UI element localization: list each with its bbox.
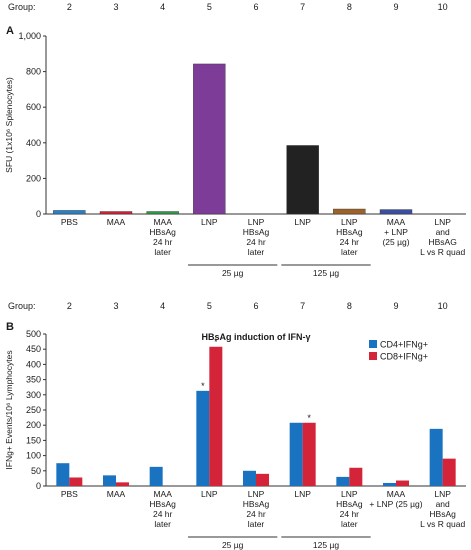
panel-b-y-tick-label: 250 bbox=[26, 405, 41, 415]
panel-a-category-label: PBS bbox=[61, 217, 78, 227]
panel-a-bar bbox=[286, 145, 319, 215]
panel-b-category-label: MAA bbox=[107, 489, 126, 499]
panel-b-title: HBsAg induction of IFN-γ bbox=[202, 332, 311, 342]
panel-b-category-label: LNP bbox=[294, 489, 311, 499]
panel-b-dose-label: 125 µg bbox=[313, 540, 339, 550]
panel-a-group-number: 9 bbox=[393, 2, 398, 12]
panel-b-y-tick-label: 50 bbox=[31, 466, 41, 476]
panel-a-y-tick-label: 800 bbox=[26, 67, 41, 77]
panel-b-group-number: 5 bbox=[207, 301, 212, 311]
panel-b-y-tick-label: 200 bbox=[26, 420, 41, 430]
panel-b-legend-label: CD4+IFNg+ bbox=[380, 340, 428, 350]
panel-a-letter: A bbox=[6, 25, 14, 37]
panel-b-bar-cd4-ifng- bbox=[103, 475, 116, 486]
panel-b-bar-cd4-ifng- bbox=[336, 476, 350, 486]
panel-a-bar bbox=[333, 208, 366, 215]
panel-a-y-tick-label: 400 bbox=[26, 138, 41, 148]
panel-a-group-number: 4 bbox=[160, 2, 165, 12]
panel-a-bar bbox=[193, 63, 226, 215]
panel-b-letter: B bbox=[6, 321, 14, 333]
panel-b-group-number: 9 bbox=[393, 301, 398, 311]
panel-a-y-tick-label: 0 bbox=[36, 209, 41, 219]
panel-b-category-label: LNP HBsAg 24 hr later bbox=[336, 489, 363, 529]
panel-b-bar-cd8-ifng- bbox=[116, 482, 129, 486]
panel-b-y-tick-label: 350 bbox=[26, 375, 41, 385]
panel-b-legend-swatch bbox=[369, 340, 377, 348]
panel-b-group-number: 2 bbox=[67, 301, 72, 311]
panel-b-bar-cd8-ifng- bbox=[349, 467, 363, 486]
panel-b-bar-cd8-ifng- bbox=[442, 458, 456, 486]
panel-a-category-label: LNP and HBsAG L vs R quad bbox=[420, 217, 465, 257]
panel-a-group-number: 10 bbox=[438, 2, 448, 12]
panel-b-category-label: MAA + LNP (25 µg) bbox=[369, 489, 422, 509]
panel-b-y-tick-label: 100 bbox=[26, 451, 41, 461]
panel-a-category-label: LNP bbox=[294, 217, 311, 227]
panel-b-bar-cd4-ifng- bbox=[429, 428, 443, 486]
panel-b-bar-cd4-ifng- bbox=[243, 470, 256, 486]
panel-b-category-label: LNP and HBsAg L vs R quad bbox=[420, 489, 465, 529]
panel-a-group-label: Group: bbox=[8, 2, 36, 12]
panel-b-group-number: 4 bbox=[160, 301, 165, 311]
panel-b-bar-cd8-ifng- bbox=[302, 422, 316, 486]
panel-b-bar-cd4-ifng- bbox=[149, 466, 163, 486]
panel-a-y-tick-label: 600 bbox=[26, 102, 41, 112]
panel-b-group-number: 10 bbox=[438, 301, 448, 311]
panel-b-bar-cd4-ifng- bbox=[289, 422, 303, 486]
panel-b-category-label: MAA HBsAg 24 hr later bbox=[149, 489, 176, 529]
panel-b-category-label: LNP bbox=[201, 489, 218, 499]
panel-b-dose-label: 25 µg bbox=[222, 540, 244, 550]
panel-b-bar-cd4-ifng- bbox=[56, 463, 70, 486]
panel-a-category-label: MAA + LNP (25 µg) bbox=[382, 217, 409, 247]
panel-a-bar bbox=[53, 210, 86, 215]
panel-b-category-label: LNP HBsAg 24 hr later bbox=[243, 489, 270, 529]
panel-a-bar bbox=[146, 211, 179, 215]
panel-b-bar-cd4-ifng- bbox=[196, 390, 210, 486]
panel-a-category-label: MAA bbox=[107, 217, 126, 227]
panel-b-group-number: 7 bbox=[300, 301, 305, 311]
panel-b-category-label: PBS bbox=[61, 489, 78, 499]
panel-a-y-axis-label: SFU (1x10⁶ Splenocytes) bbox=[4, 77, 14, 173]
panel-a-y-tick-label: 200 bbox=[26, 173, 41, 183]
panel-b-y-axis-label: IFNg+ Events/10⁶ Lymphocytes bbox=[4, 350, 14, 469]
panel-b-bar-cd8-ifng- bbox=[209, 346, 223, 486]
panel-a-group-number: 3 bbox=[113, 2, 118, 12]
panel-b-y-tick-label: 400 bbox=[26, 359, 41, 369]
panel-b-significance-mark: * bbox=[307, 413, 311, 423]
panel-a-group-number: 8 bbox=[347, 2, 352, 12]
panel-a-bar bbox=[379, 209, 413, 215]
panel-a-group-number: 6 bbox=[253, 2, 258, 12]
panel-b-y-tick-label: 450 bbox=[26, 344, 41, 354]
panel-b-group-number: 6 bbox=[253, 301, 258, 311]
panel-b-bar-cd8-ifng- bbox=[396, 480, 409, 486]
panel-b-y-tick-label: 500 bbox=[26, 329, 41, 339]
panel-b-y-tick-label: 0 bbox=[36, 481, 41, 491]
panel-a-group-number: 5 bbox=[207, 2, 212, 12]
panel-a-group-number: 7 bbox=[300, 2, 305, 12]
panel-b-y-tick-label: 300 bbox=[26, 390, 41, 400]
panel-b-y-tick-label: 150 bbox=[26, 435, 41, 445]
panel-b-significance-mark: * bbox=[201, 381, 205, 391]
panel-b-group-number: 8 bbox=[347, 301, 352, 311]
panel-a-category-label: MAA HBsAg 24 hr later bbox=[149, 217, 176, 257]
panel-b-bar-cd4-ifng- bbox=[383, 482, 396, 486]
panel-a-category-label: LNP bbox=[201, 217, 218, 227]
panel-a-bar bbox=[99, 211, 133, 215]
panel-b-bar-cd8-ifng- bbox=[256, 473, 269, 486]
panel-b-legend-swatch bbox=[369, 352, 377, 360]
panel-a-dose-label: 25 µg bbox=[222, 268, 244, 278]
panel-a-category-label: LNP HBsAg 24 hr later bbox=[336, 217, 363, 257]
panel-b-legend-label: CD8+IFNg+ bbox=[380, 352, 428, 362]
panel-b-significance-mark: * bbox=[214, 337, 218, 347]
panel-b-group-number: 3 bbox=[113, 301, 118, 311]
panel-b-group-label: Group: bbox=[8, 301, 36, 311]
panel-a-dose-label: 125 µg bbox=[313, 268, 339, 278]
panel-a-group-number: 2 bbox=[67, 2, 72, 12]
panel-a-category-label: LNP HBsAg 24 hr later bbox=[243, 217, 270, 257]
panel-b-bar-cd8-ifng- bbox=[69, 477, 83, 486]
panel-a-y-tick-label: 1,000 bbox=[18, 31, 41, 41]
